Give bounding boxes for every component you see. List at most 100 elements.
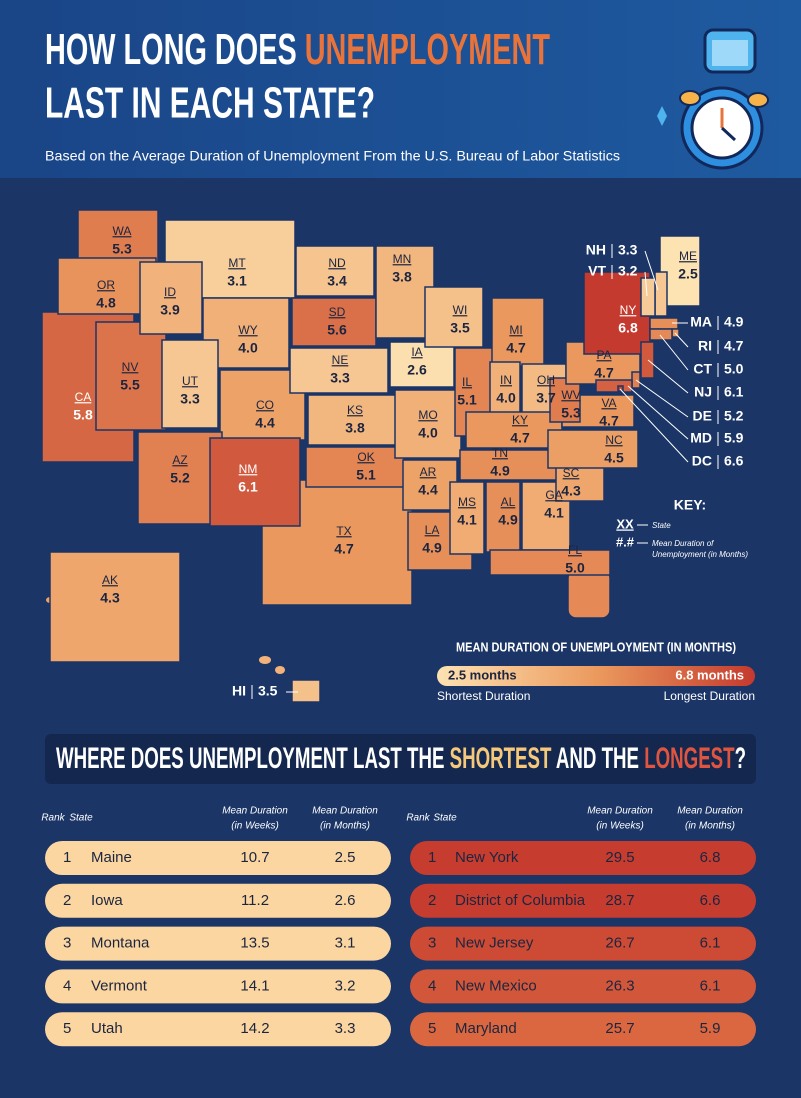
state — [485, 481, 521, 553]
table-row — [45, 926, 391, 961]
table-cell: 3.1 — [335, 935, 356, 952]
state-abbr: IA — [411, 345, 422, 359]
table-header: (in Months) — [685, 821, 735, 832]
section-banner — [45, 734, 756, 784]
legend-title: MEAN DURATION OF UNEMPLOYMENT (IN MONTHS… — [456, 639, 736, 654]
table-cell: 26.7 — [605, 935, 634, 952]
callout-abbr: DE — [693, 408, 712, 424]
table-cell: 5 — [63, 1020, 71, 1037]
state-value: 5.2 — [170, 470, 190, 486]
state-abbr: NC — [605, 433, 623, 447]
key-title: KEY: — [674, 497, 706, 513]
table-cell: 1 — [63, 849, 71, 866]
state-abbr: MS — [458, 495, 476, 509]
callout-abbr: CT — [693, 361, 712, 377]
state-abbr: AZ — [172, 453, 187, 467]
state-value: 4.7 — [594, 365, 614, 381]
state-value: 3.4 — [327, 273, 347, 289]
table-cell: Maine — [91, 849, 132, 866]
state — [449, 481, 485, 555]
section-longest: LONGEST — [644, 742, 734, 775]
state-value: 4.9 — [498, 512, 518, 528]
table-cell: Maryland — [455, 1020, 517, 1037]
state-value: 3.7 — [536, 390, 556, 406]
header-band — [0, 0, 801, 178]
state-value: 5.0 — [565, 560, 585, 576]
callout-value: 4.9 — [724, 314, 744, 330]
callout-abbr: NJ — [694, 384, 712, 400]
table-row — [410, 883, 756, 918]
legend-max: 6.8 months — [675, 667, 744, 682]
state-abbr: KS — [347, 403, 363, 417]
state-value: 6.1 — [238, 479, 258, 495]
table-cell: 6.6 — [700, 892, 721, 909]
state-value: 4.5 — [604, 450, 624, 466]
state-abbr: NE — [332, 353, 349, 367]
island — [259, 656, 271, 664]
table-row — [410, 969, 756, 1004]
table-cell: 2.5 — [335, 849, 356, 866]
table-row — [410, 841, 756, 875]
table-cell: 2 — [428, 892, 436, 909]
table-cell: 26.3 — [605, 977, 634, 994]
state-value: 4.9 — [490, 463, 510, 479]
table-cell: 25.7 — [605, 1020, 634, 1037]
callout-value: 3.5 — [258, 683, 278, 699]
key-value-desc: Unemployment (in Months) — [652, 550, 748, 559]
state-abbr: ME — [679, 249, 697, 263]
state-abbr: AK — [102, 573, 118, 587]
state-abbr: ND — [328, 256, 346, 270]
table-row — [410, 1012, 756, 1047]
state — [402, 459, 458, 511]
callout-leader — [659, 334, 689, 371]
title-line-2: LAST IN EACH STATE? — [45, 79, 375, 128]
legend: MEAN DURATION OF UNEMPLOYMENT (IN MONTHS… — [437, 639, 755, 703]
key-abbr-desc: State — [652, 521, 671, 530]
callout-abbr: NH — [586, 242, 606, 258]
section-part: WHERE DOES UNEMPLOYMENT LAST THE — [56, 742, 450, 775]
callout-leader — [644, 250, 659, 291]
table-cell: Montana — [91, 935, 150, 952]
table-cell: Utah — [91, 1020, 123, 1037]
section-part: AND THE — [551, 742, 644, 775]
state-value: 4.0 — [496, 390, 516, 406]
state-value: 4.8 — [96, 295, 116, 311]
table-cell: 4 — [63, 977, 71, 994]
state — [389, 341, 455, 388]
state — [547, 429, 639, 469]
state-value: 3.8 — [392, 269, 412, 285]
state-value: 5.8 — [73, 407, 93, 423]
callout-leader — [647, 359, 689, 394]
state — [640, 277, 656, 317]
table-cell: 13.5 — [240, 935, 269, 952]
state — [640, 341, 655, 379]
table-cell: 3.2 — [335, 977, 356, 994]
state-abbr: VA — [601, 396, 616, 410]
state-abbr: AL — [501, 495, 516, 509]
callout-value: 3.2 — [618, 263, 638, 279]
table-header: (in Months) — [320, 821, 370, 832]
island — [275, 666, 285, 674]
table-cell: 29.5 — [605, 849, 634, 866]
state — [139, 261, 203, 335]
key-value: #.# — [616, 534, 635, 549]
title-part: HOW LONG DOES — [45, 25, 305, 74]
state-value: 4.3 — [561, 483, 581, 499]
state-abbr: WV — [561, 388, 580, 402]
state-abbr: NY — [620, 303, 637, 317]
table-header: Mean Duration — [677, 806, 743, 817]
state — [95, 321, 167, 431]
table-cell: 3.3 — [335, 1020, 356, 1037]
state-abbr: TX — [336, 524, 351, 538]
section-title: WHERE DOES UNEMPLOYMENT LAST THE SHORTES… — [56, 742, 746, 775]
table-header: Mean Duration — [222, 806, 288, 817]
callout-value: 6.1 — [724, 384, 744, 400]
table-cell: 3 — [428, 935, 436, 952]
clock-icon — [657, 28, 769, 170]
state-value: 5.6 — [327, 322, 347, 338]
table-cell: 6.1 — [700, 935, 721, 952]
callout-value: 5.0 — [724, 361, 744, 377]
state-abbr: UT — [182, 374, 199, 388]
state-value: 2.5 — [678, 266, 698, 282]
state — [209, 437, 301, 527]
